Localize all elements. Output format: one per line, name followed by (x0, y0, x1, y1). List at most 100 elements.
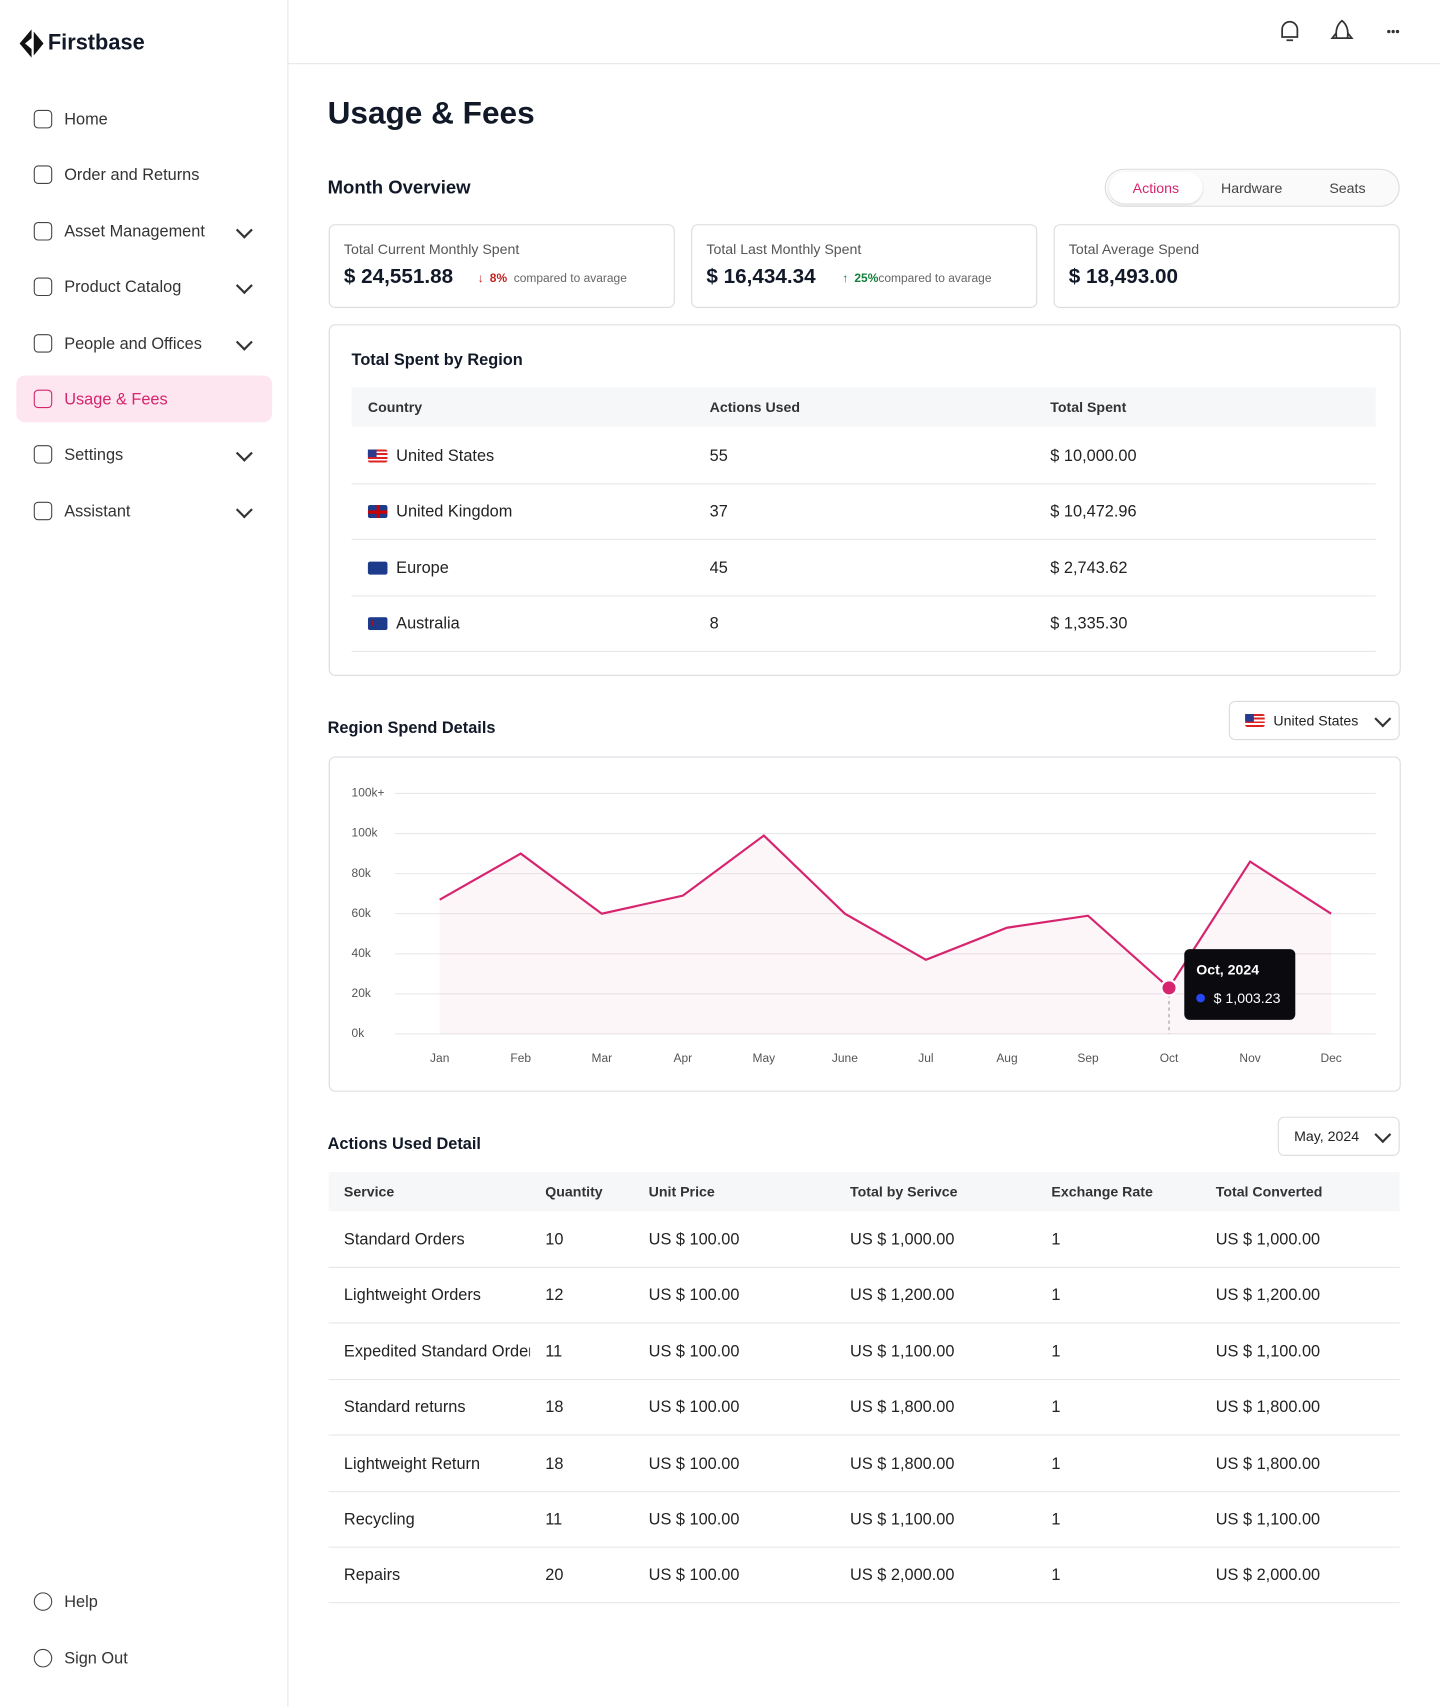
change-arrow: ↑ (842, 272, 849, 286)
rocket-icon[interactable] (1330, 19, 1354, 39)
table-cell: US $ 2,000.00 (1215, 1566, 1321, 1585)
x-tick-label: Aug (996, 1051, 1017, 1065)
column-header: Total by Serivce (850, 1183, 958, 1200)
nav-icon (33, 1648, 53, 1668)
row-divider (328, 1434, 1400, 1436)
nav-item[interactable]: Product Catalog (64, 278, 182, 297)
tooltip-text: $ 1,003.23 (1214, 990, 1281, 1006)
section-title: Region Spend Details (327, 718, 496, 738)
table-cell: 1 (1051, 1342, 1061, 1361)
table-cell: US $ 1,200.00 (1215, 1286, 1321, 1305)
change-note: compared to avarage (513, 272, 627, 286)
row-divider (328, 1490, 1400, 1492)
row-divider (328, 1266, 1400, 1268)
table-cell: United Kingdom (396, 502, 513, 522)
tab[interactable]: Actions (1132, 180, 1180, 197)
x-tick-label: Feb (510, 1051, 531, 1065)
nav-item[interactable]: Help (64, 1592, 98, 1612)
table-cell: Europe (396, 558, 449, 577)
table-cell: US $ 100.00 (648, 1286, 740, 1305)
table-cell: 20 (545, 1566, 564, 1585)
table-cell: 55 (709, 446, 728, 466)
logo-icon (19, 29, 44, 58)
area (439, 835, 1332, 1034)
x-tick-label: Apr (674, 1051, 693, 1065)
nav-icon (33, 221, 53, 241)
card (691, 224, 1038, 309)
table-cell: 11 (545, 1510, 563, 1529)
table-cell: $ 10,000.00 (1050, 446, 1137, 466)
table-cell: United States (396, 446, 495, 466)
table-cell: US $ 1,000.00 (1215, 1230, 1321, 1249)
nav-active-bg (16, 375, 273, 423)
nav-item[interactable]: People and Offices (64, 334, 202, 353)
table-cell: US $ 1,100.00 (1215, 1342, 1321, 1361)
card (1053, 224, 1400, 309)
y-tick-label: 80k (352, 866, 371, 880)
tab[interactable]: Seats (1329, 180, 1366, 197)
table-cell: 37 (709, 502, 728, 522)
page-title: Usage & Fees (327, 96, 535, 132)
table-cell: $ 2,743.62 (1050, 558, 1128, 577)
nav-item[interactable]: Usage & Fees (64, 390, 168, 409)
table-cell: US $ 100.00 (648, 1454, 740, 1473)
select-value: May, 2024 (1294, 1128, 1360, 1145)
table-cell: Recycling (343, 1510, 415, 1529)
tooltip (1184, 949, 1296, 1020)
table-cell: 1 (1051, 1230, 1061, 1249)
nav-item[interactable]: Sign Out (64, 1649, 128, 1668)
nav-item[interactable]: Settings (64, 446, 124, 465)
bell-icon[interactable] (1281, 20, 1299, 42)
nav-icon (33, 277, 53, 297)
tab[interactable]: Hardware (1220, 180, 1283, 197)
card-label: Total Current Monthly Spent (343, 241, 520, 258)
table-cell: 10 (545, 1230, 564, 1249)
line (439, 834, 1332, 990)
card-value: $ 24,551.88 (343, 265, 454, 289)
nav-icon (33, 165, 53, 185)
column-header: Exchange Rate (1051, 1183, 1153, 1200)
more-icon[interactable] (1387, 29, 1400, 34)
table-cell: US $ 100.00 (648, 1566, 740, 1585)
nav-icon (33, 1592, 53, 1611)
row-divider (328, 1546, 1400, 1548)
card-value: $ 16,434.34 (706, 265, 816, 289)
table-cell: US $ 1,800.00 (1215, 1454, 1321, 1473)
row-divider (351, 539, 1376, 541)
sidebar (0, 0, 289, 1707)
nav-item[interactable]: Assistant (64, 502, 131, 521)
column-header: Service (343, 1183, 395, 1200)
month-select[interactable] (1277, 1116, 1400, 1156)
table-cell: 1 (1051, 1286, 1061, 1305)
table-cell: US $ 100.00 (648, 1230, 740, 1249)
table-cell: Expedited Standard Orders (343, 1342, 531, 1361)
x-tick-label: June (832, 1051, 858, 1065)
nav-item[interactable]: Home (64, 110, 108, 129)
card-label: Total Average Spend (1068, 241, 1200, 258)
x-tick-label: May (753, 1051, 776, 1065)
x-tick-label: Nov (1239, 1051, 1260, 1065)
table-header (351, 387, 1376, 427)
table-header (328, 1172, 1400, 1212)
table-cell: US $ 1,200.00 (850, 1286, 955, 1305)
flag-canton (1245, 713, 1254, 722)
table-cell: 1 (1051, 1566, 1061, 1585)
card-value: $ 18,493.00 (1068, 265, 1179, 289)
table-cell: US $ 1,100.00 (850, 1342, 955, 1361)
table-cell: Standard returns (343, 1398, 466, 1417)
column-header: Quantity (545, 1183, 603, 1200)
section-title: Total Spent by Region (351, 351, 523, 370)
column-header: Actions Used (709, 398, 801, 416)
region-select[interactable] (1228, 700, 1400, 741)
tooltip-point (1160, 979, 1178, 997)
region-card (328, 324, 1401, 676)
nav-icon (33, 109, 53, 129)
x-tick-label: Jan (430, 1051, 449, 1065)
nav-item[interactable]: Order and Returns (64, 166, 200, 185)
table-cell: US $ 1,800.00 (1215, 1398, 1321, 1417)
nav-item[interactable]: Asset Management (64, 222, 205, 241)
table-cell: 45 (709, 558, 728, 577)
table-cell: 8 (709, 614, 719, 633)
table-cell: $ 10,472.96 (1050, 502, 1137, 522)
